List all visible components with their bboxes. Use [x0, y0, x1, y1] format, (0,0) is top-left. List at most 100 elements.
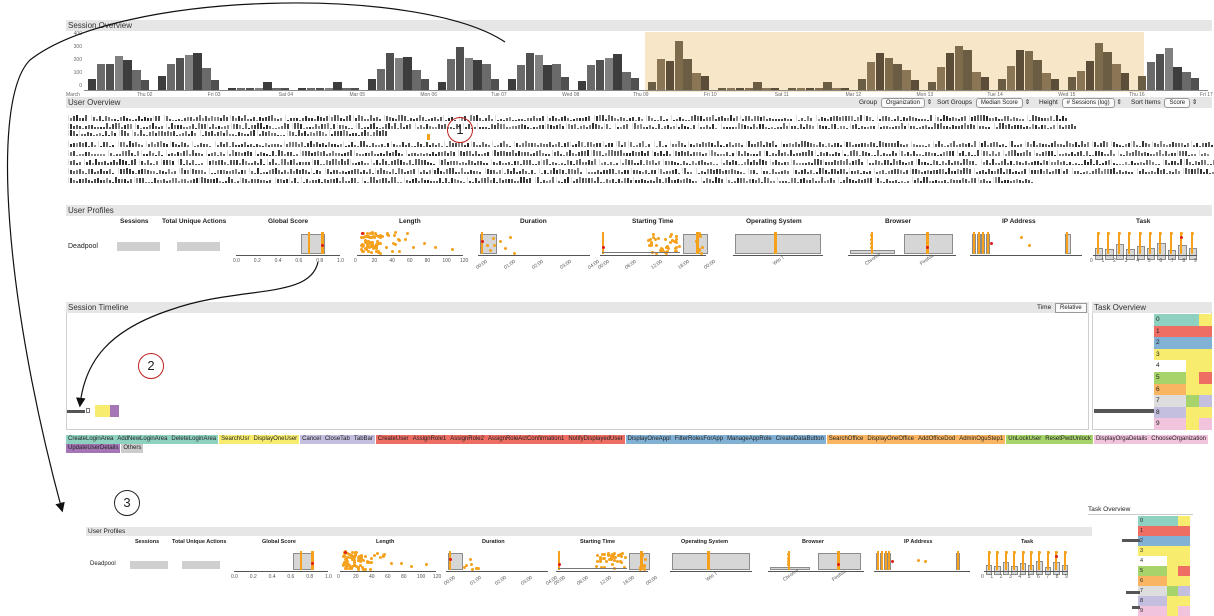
user-bar — [155, 116, 158, 121]
user-bar — [322, 143, 325, 147]
user-bar — [366, 132, 369, 136]
user-group-cell — [619, 159, 663, 165]
user-bar — [968, 152, 971, 156]
user-bar — [549, 163, 552, 165]
user-bar — [426, 152, 429, 156]
histogram-bar — [954, 46, 963, 90]
user-bar — [473, 170, 476, 174]
user-bar — [606, 163, 609, 165]
user-bar — [341, 159, 344, 165]
user-bar — [865, 116, 868, 121]
user-bar — [402, 161, 405, 165]
sort-groups-select[interactable]: Median Score — [975, 98, 1023, 108]
user-bar — [82, 117, 84, 121]
user-group-cell — [153, 115, 163, 121]
user-bar — [262, 164, 265, 165]
user-bar — [369, 115, 372, 121]
user-bar — [851, 144, 854, 147]
user-bar — [617, 119, 620, 121]
user-bar — [989, 153, 992, 156]
user-bar — [125, 161, 128, 165]
user-bar — [1204, 159, 1207, 165]
user-bar — [849, 163, 852, 165]
user-group-cell — [570, 141, 602, 147]
user-bar — [1188, 154, 1191, 156]
user-bar — [224, 125, 227, 129]
user-bar — [551, 144, 554, 147]
user-bar — [107, 116, 110, 121]
user-bar — [137, 134, 140, 136]
histogram-bar — [1191, 77, 1200, 90]
user-bar — [1164, 150, 1167, 156]
user-bar — [523, 119, 526, 121]
user-bar — [1007, 116, 1010, 121]
user-bar — [1010, 161, 1013, 165]
session-x-axis-line — [84, 90, 1208, 91]
select-arrow-icon: ⇕ — [924, 99, 933, 106]
histogram-bar — [245, 88, 255, 90]
user-bar — [100, 169, 102, 174]
user-bar — [930, 115, 933, 121]
user-overview-rows[interactable] — [68, 113, 1214, 185]
user-bar — [983, 115, 986, 121]
user-bar — [834, 159, 837, 165]
user-bar — [821, 168, 824, 174]
user-bar — [760, 141, 763, 147]
user-group-cell — [230, 123, 291, 129]
user-bar — [1071, 124, 1074, 129]
user-bar — [986, 150, 989, 156]
user-bar — [211, 160, 214, 165]
user-bar — [354, 132, 357, 136]
user-bar — [869, 125, 872, 129]
user-bar — [939, 163, 942, 165]
user-bar — [145, 154, 148, 156]
histogram-bar — [561, 76, 570, 90]
user-bar — [319, 117, 322, 121]
user-bar — [436, 118, 439, 121]
user-bar — [657, 160, 660, 165]
user-bar — [547, 124, 550, 129]
sort-items-select[interactable]: Score — [1164, 98, 1191, 108]
user-bar — [815, 144, 818, 147]
session-histogram[interactable] — [86, 32, 1206, 90]
user-bar — [1205, 142, 1208, 147]
user-group-cell — [935, 115, 968, 121]
user-bar — [970, 124, 973, 129]
user-bar — [502, 162, 505, 165]
user-bar — [549, 117, 552, 121]
user-bar — [304, 115, 307, 121]
user-bar — [329, 127, 332, 129]
group-select[interactable]: Organization — [880, 98, 925, 108]
user-bar — [878, 170, 881, 174]
user-bar — [1035, 145, 1038, 147]
histogram-bar — [464, 58, 473, 90]
user-bar — [552, 168, 555, 174]
user-bar — [640, 124, 643, 129]
histogram-bar — [298, 88, 307, 90]
user-bar — [325, 153, 328, 156]
user-bar — [259, 172, 262, 174]
user-bar — [821, 144, 824, 147]
user-bar — [715, 127, 718, 129]
user-bar — [863, 126, 866, 129]
user-bar — [707, 142, 710, 147]
user-bar — [381, 130, 384, 136]
user-bar — [1074, 125, 1077, 129]
histogram-bar — [595, 59, 605, 90]
user-group-cell — [615, 123, 631, 129]
user-bar — [152, 170, 155, 174]
user-bar — [280, 159, 283, 165]
user-bar — [94, 154, 96, 156]
height-select[interactable]: # Sessions (log) — [1061, 98, 1115, 108]
user-bar — [942, 161, 945, 165]
user-bar — [182, 133, 185, 136]
user-bar — [116, 119, 119, 121]
user-bar — [347, 159, 350, 165]
user-bar — [851, 170, 854, 174]
user-bar — [261, 131, 264, 136]
histogram-bar — [823, 82, 832, 90]
user-bar — [758, 150, 761, 156]
user-bar — [238, 152, 241, 156]
user-bar — [585, 161, 588, 165]
user-bar — [91, 142, 93, 147]
